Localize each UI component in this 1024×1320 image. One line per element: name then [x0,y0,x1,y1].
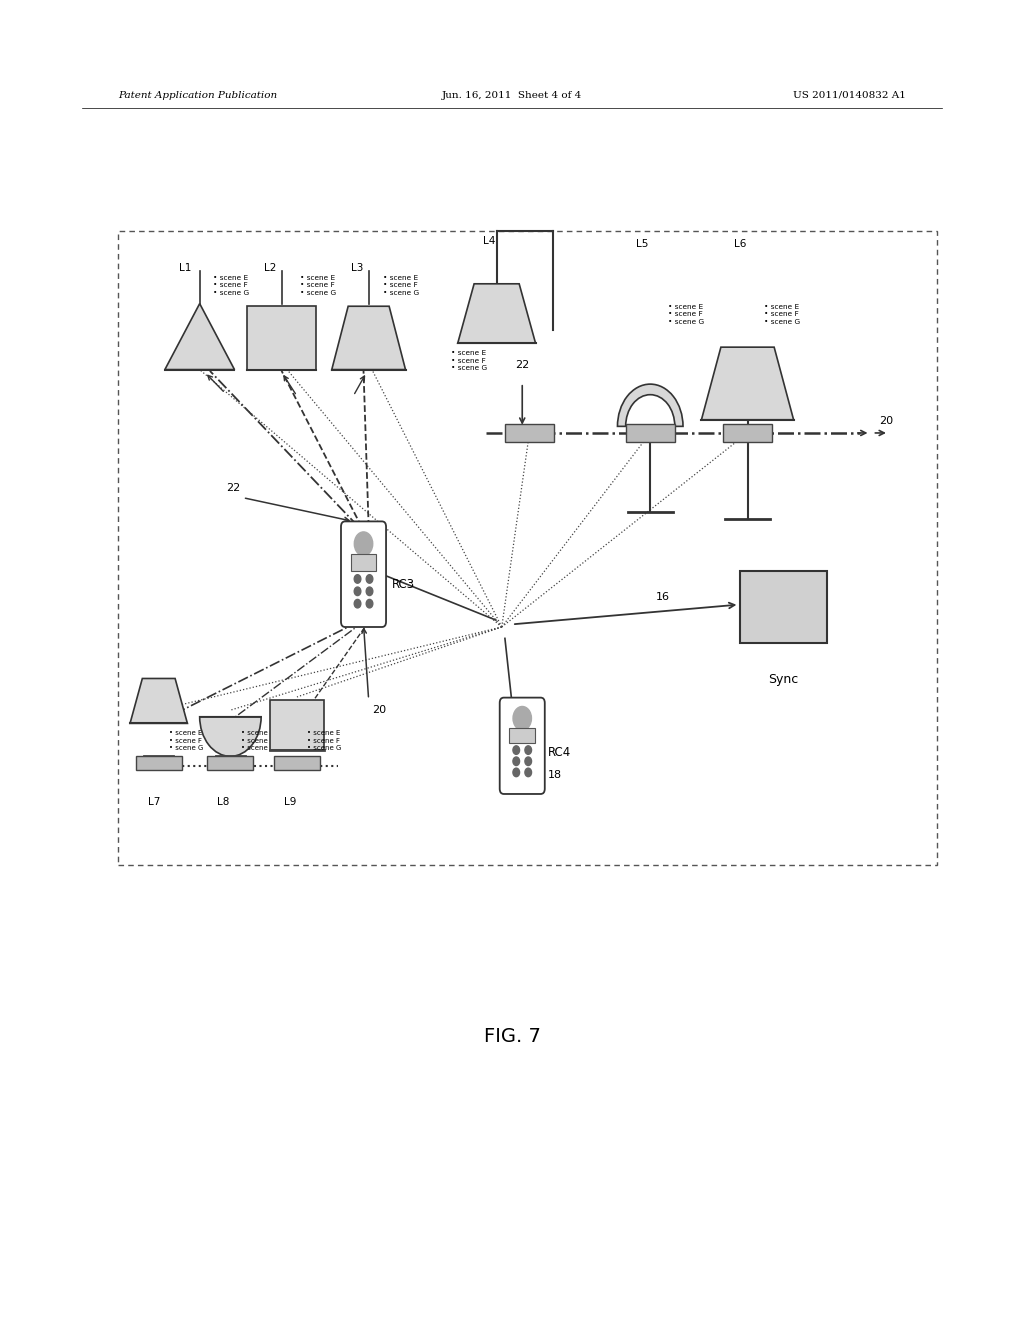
Text: L5: L5 [636,239,648,249]
Text: Sync: Sync [768,673,799,686]
FancyBboxPatch shape [505,424,554,441]
Circle shape [354,599,360,609]
Wedge shape [200,717,261,756]
Circle shape [354,587,360,595]
FancyBboxPatch shape [723,424,772,441]
Text: RC4: RC4 [548,746,571,759]
Text: L8: L8 [217,797,229,808]
Text: L1: L1 [179,263,191,273]
Polygon shape [701,347,794,420]
Text: • scene E
• scene F
• scene G: • scene E • scene F • scene G [451,350,486,371]
Circle shape [367,574,373,583]
FancyBboxPatch shape [509,727,536,743]
FancyBboxPatch shape [739,570,827,643]
Text: 22: 22 [515,359,529,370]
Circle shape [367,587,373,595]
Text: • scene E
• scene F
• scene G: • scene E • scene F • scene G [307,730,342,751]
Text: • scene E
• scene F
• scene G: • scene E • scene F • scene G [668,304,703,325]
Circle shape [525,768,531,776]
Wedge shape [617,384,683,426]
Text: Patent Application Publication: Patent Application Publication [118,91,276,99]
Text: L9: L9 [284,797,296,808]
FancyBboxPatch shape [118,231,937,865]
Circle shape [525,756,531,766]
Circle shape [354,574,360,583]
Polygon shape [165,304,234,370]
FancyBboxPatch shape [270,700,324,750]
Circle shape [525,746,531,754]
Text: • scene E
• scene F
• scene G: • scene E • scene F • scene G [764,304,800,325]
Polygon shape [458,284,536,343]
FancyBboxPatch shape [247,306,316,370]
Text: 20: 20 [879,416,893,426]
Text: 18: 18 [548,770,562,780]
Circle shape [354,532,373,556]
Text: 16: 16 [655,591,670,602]
FancyBboxPatch shape [135,755,182,771]
FancyBboxPatch shape [350,554,377,572]
Circle shape [513,756,519,766]
Text: L3: L3 [351,263,364,273]
Text: L7: L7 [148,797,161,808]
Circle shape [513,768,519,776]
Polygon shape [332,306,406,370]
FancyBboxPatch shape [273,755,319,771]
Text: • scene E
• scene F
• scene G: • scene E • scene F • scene G [241,730,275,751]
FancyBboxPatch shape [341,521,386,627]
Text: • scene E
• scene F
• scene G: • scene E • scene F • scene G [383,275,419,296]
Text: 22: 22 [226,483,241,494]
Text: L4: L4 [483,236,496,247]
Text: RC3: RC3 [392,578,416,591]
Text: Jun. 16, 2011  Sheet 4 of 4: Jun. 16, 2011 Sheet 4 of 4 [442,91,582,99]
Circle shape [513,746,519,754]
Text: 20: 20 [372,705,386,715]
Text: US 2011/0140832 A1: US 2011/0140832 A1 [794,91,906,99]
Circle shape [513,706,531,730]
FancyBboxPatch shape [500,697,545,795]
Text: FIG. 7: FIG. 7 [483,1027,541,1045]
Text: L6: L6 [734,239,746,249]
Text: L2: L2 [264,263,276,273]
Circle shape [367,599,373,609]
FancyBboxPatch shape [626,424,675,441]
Polygon shape [130,678,187,723]
Text: • scene E
• scene F
• scene G: • scene E • scene F • scene G [213,275,249,296]
FancyBboxPatch shape [207,755,254,771]
Text: • scene E
• scene F
• scene G: • scene E • scene F • scene G [300,275,336,296]
Text: • scene E
• scene F
• scene G: • scene E • scene F • scene G [169,730,204,751]
